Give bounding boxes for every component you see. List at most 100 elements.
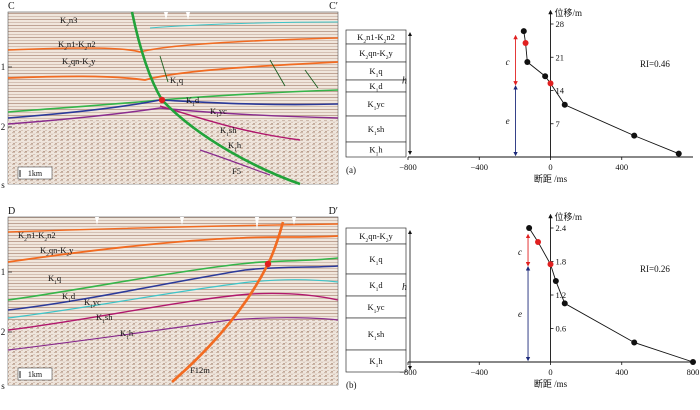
strat-cell [345, 91, 407, 117]
horizon-label: K1yc [84, 297, 101, 310]
depth-tick-label: s [1, 381, 5, 391]
c-dimension-label: c [506, 57, 510, 67]
horizon-label: K2n1-K2n2 [58, 39, 96, 52]
strat-label: K1yc [368, 99, 385, 112]
minor-fault-a3 [159, 55, 169, 83]
well-marker-b3 [255, 217, 259, 230]
y-tick-label: 14 [556, 86, 565, 96]
displacement-line [528, 227, 694, 363]
data-point [526, 225, 533, 231]
well-marker-a2 [186, 12, 190, 20]
horizon-orange-b [7, 235, 339, 263]
horizon-purple-a [7, 107, 339, 125]
horizon-purple-low-a [199, 149, 271, 176]
e-dimension-label: e [506, 116, 510, 126]
ri-annotation: RI=0.46 [640, 59, 670, 69]
horizon-cyan-b [7, 279, 339, 319]
horizon-orange-top-b [7, 223, 339, 233]
fault-f5 [130, 11, 301, 186]
horizon-label: K2qn-K2y [62, 56, 96, 69]
e-dimension-label: e [518, 309, 522, 319]
x-tick-label: 400 [615, 367, 628, 377]
horizon-orange-upper-a [7, 37, 339, 53]
strat-cell [345, 243, 407, 275]
section-left-label: D [8, 206, 15, 217]
fault-intersection-b [264, 260, 272, 268]
scale-bar-label: 1km [28, 370, 43, 379]
minor-fault-a2 [304, 69, 319, 89]
fault-intersection-a [158, 96, 166, 104]
well-marker-b1 [95, 217, 99, 225]
strat-label: K2n1-K2n2 [357, 32, 395, 45]
data-point-highlight [535, 238, 542, 245]
fault-label: F12m [190, 365, 210, 375]
well-marker-b4 [292, 217, 296, 225]
horizon-label: K2n3 [60, 15, 77, 28]
strat-cell [345, 115, 407, 143]
x-tick-label: 800 [687, 367, 700, 377]
y-tick-label: 1.8 [556, 257, 567, 267]
horizon-label: K1q [170, 75, 184, 88]
horizon-label: K1yc [210, 106, 227, 119]
x-axis-title: 断距 /ms [534, 378, 568, 389]
seismic-section-a [7, 11, 339, 186]
strat-label: K1sh [368, 124, 385, 137]
data-point [631, 132, 638, 139]
data-point [675, 150, 682, 157]
depth-tick-label: 1 [1, 62, 6, 72]
h-dimension-label: h [402, 76, 407, 87]
ri-annotation: RI=0.26 [640, 264, 670, 274]
section-left-label: C [8, 1, 15, 12]
data-point-highlight [547, 261, 554, 268]
strat-label: K1h [369, 145, 383, 158]
depth-tick-label: s [1, 180, 5, 190]
horizon-label: K1d [186, 95, 200, 108]
horizon-label: K1h [228, 140, 242, 153]
data-point-highlight [522, 40, 529, 46]
data-point [542, 73, 549, 80]
strat-label: K1yc [368, 302, 385, 315]
strat-label: K2qn-K2y [359, 231, 393, 244]
x-tick-label: −800 [399, 162, 417, 172]
horizon-orange-a [7, 61, 339, 81]
strat-label: K1q [369, 254, 383, 267]
x-tick-label: −800 [399, 367, 417, 377]
data-point [561, 300, 568, 307]
y-tick-label: 21 [556, 52, 565, 62]
section-right-label: C′ [329, 1, 338, 12]
strat-cell [345, 141, 407, 158]
horizon-label: K1q [48, 273, 62, 286]
strat-cell [345, 349, 407, 373]
x-tick-label: 0 [548, 367, 552, 377]
depth-tick-label: 2 [1, 327, 6, 337]
y-axis-title: 位移/m [555, 211, 583, 222]
y-tick-label: 0.6 [556, 324, 567, 334]
strat-cell [345, 317, 407, 351]
c-dimension-label: c [518, 247, 522, 257]
data-point [520, 28, 527, 35]
horizon-blue-b [7, 265, 339, 311]
strat-label: K1sh [368, 329, 385, 342]
x-tick-label: −400 [470, 367, 488, 377]
horizon-label: K1sh [96, 312, 113, 325]
horizon-cyan-a [149, 21, 339, 29]
data-point [524, 59, 531, 65]
seismic-section-b [7, 216, 339, 386]
depth-tick-label: 1 [1, 267, 6, 277]
strat-label: K2qn-K2y [359, 48, 393, 61]
x-tick-label: 400 [615, 162, 628, 172]
horizon-label: K2n1-K2n2 [18, 230, 56, 243]
horizon-magenta-b [7, 292, 339, 331]
strat-label: K1d [369, 81, 383, 94]
horizon-label: K1h [120, 328, 134, 341]
dynamic-layer: C C′12sK2n3K2n1-K2n2K2qn-K2yK1qK1dK1ycK1s… [1, 1, 700, 391]
y-tick-label: 1.2 [556, 290, 567, 300]
y-tick-label: 7 [556, 119, 560, 129]
section-right-label: D′ [329, 206, 338, 217]
horizon-green-b [7, 257, 339, 301]
horizon-label: K1sh [220, 125, 237, 138]
x-tick-label: −400 [470, 162, 488, 172]
strat-label: K1q [369, 66, 383, 79]
